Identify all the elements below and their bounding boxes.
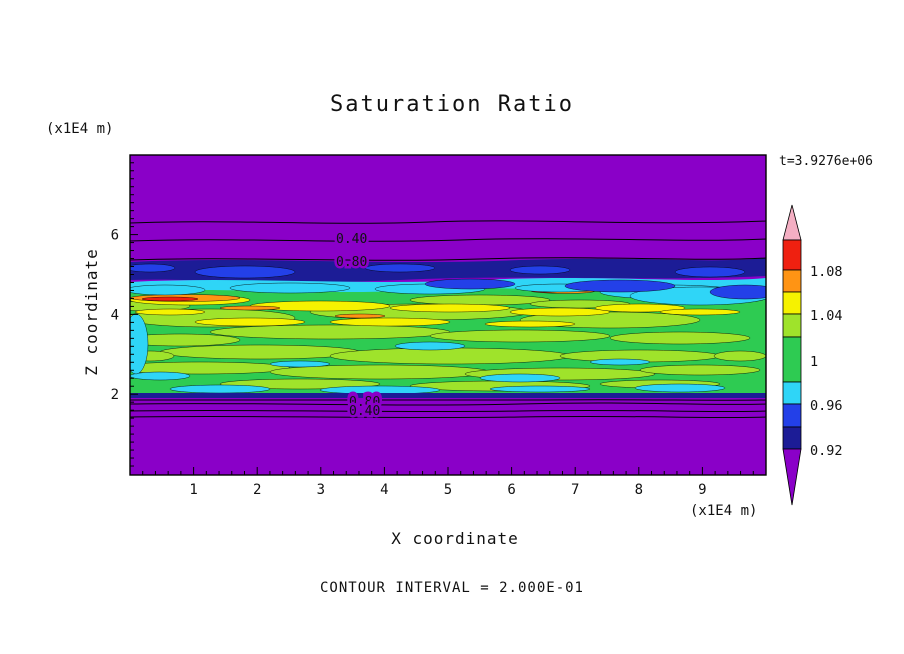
ygreen-streak: [713, 350, 766, 362]
cyan-streak: [169, 384, 271, 394]
colorbar-label: 1.08: [810, 264, 843, 280]
colorbar: 1.08 1.04 1 0.96 0.92: [782, 204, 843, 506]
colorbar-label: 1.04: [810, 308, 843, 324]
yellow-streak: [509, 307, 611, 317]
contour-line: [130, 220, 766, 224]
cyan-streak: [489, 385, 591, 393]
yellow-streak: [594, 303, 686, 313]
blue-streak: [194, 265, 296, 279]
saturation-streaks: [130, 263, 766, 395]
contour-label: 0.80: [349, 395, 380, 410]
colorbar-arrow-bottom: [782, 448, 802, 506]
z-axis-label: Z coordinate: [82, 248, 101, 376]
x-tick-label: 7: [571, 482, 579, 498]
bottom-stripe: [130, 393, 766, 398]
colorbar-label: 0.92: [810, 443, 843, 459]
blue-streak: [674, 266, 746, 278]
blue-streak: [424, 278, 516, 290]
ygreen-streak: [209, 324, 451, 340]
contour-line: [130, 402, 766, 406]
contour-label: 0.80: [336, 255, 367, 270]
contour-label: 0.40: [336, 232, 367, 247]
timestamp-label: t=3.9276e+06: [779, 154, 873, 169]
cyan-streak: [130, 313, 149, 375]
colorbar-segment: [782, 239, 802, 271]
x-tick-label: 1: [189, 482, 197, 498]
x-tick-label: 2: [253, 482, 261, 498]
cyan-streak: [634, 383, 726, 393]
colorbar-segment: [782, 291, 802, 315]
blue-streak: [509, 265, 571, 275]
yellow-streak: [484, 320, 576, 328]
cyan-streak: [479, 373, 561, 383]
z-tick-label: 4: [111, 307, 119, 323]
z-unit-label: (x1E4 m): [46, 121, 113, 137]
colorbar-segment: [782, 336, 802, 383]
yellow-streak: [329, 317, 451, 327]
z-tick-label: 2: [111, 387, 119, 403]
axis-ticks: 1 2 3 4 5 6 7 8 9 2 4 6: [111, 162, 754, 498]
contour-label: 0.20: [349, 393, 380, 408]
blue-streak: [364, 263, 436, 273]
blue-streak: [130, 263, 176, 273]
yellow-streak: [389, 303, 511, 313]
cyan-streak: [394, 341, 466, 351]
contour-line: [130, 257, 766, 261]
yellow-streak: [659, 308, 741, 316]
colorbar-label: 1: [810, 354, 818, 370]
orange-streak: [219, 305, 281, 311]
cyan-streak: [269, 360, 331, 368]
x-tick-label: 6: [507, 482, 515, 498]
contour-line: [130, 399, 766, 401]
ygreen-streak: [409, 294, 551, 306]
x-tick-label: 3: [317, 482, 325, 498]
plot-field: 0.40 0.80 0.20 0.80 0.40: [130, 155, 766, 475]
contour-line: [130, 409, 766, 413]
x-tick-label: 9: [698, 482, 706, 498]
colorbar-segment: [782, 403, 802, 428]
cyan-streak: [130, 371, 191, 381]
yellow-streak: [134, 308, 206, 316]
blue-streak: [709, 284, 766, 300]
colorbar-segment: [782, 269, 802, 293]
colorbar-segment: [782, 426, 802, 450]
colorbar-arrow-top: [782, 204, 802, 241]
orange-streak: [334, 313, 386, 319]
x-axis-label: X coordinate: [391, 529, 519, 548]
ygreen-streak: [609, 331, 751, 345]
cyan-streak: [229, 282, 351, 294]
contour-interval-label: CONTOUR INTERVAL = 2.000E-01: [320, 580, 584, 596]
ygreen-streak: [429, 329, 611, 343]
x-unit-label: (x1E4 m): [690, 503, 757, 519]
z-tick-label: 6: [111, 228, 119, 244]
ygreen-streak: [130, 333, 241, 347]
contour-line: [130, 415, 766, 419]
x-tick-label: 8: [635, 482, 643, 498]
page-title: Saturation Ratio: [330, 92, 574, 117]
x-tick-label: 5: [444, 482, 452, 498]
colorbar-label: 0.96: [810, 398, 843, 414]
ygreen-streak: [329, 347, 571, 365]
cyan-streak: [589, 358, 651, 366]
ygreen-streak: [639, 364, 761, 376]
ygreen-streak: [159, 344, 361, 360]
red-streak: [141, 296, 199, 302]
navy-band: [130, 258, 766, 283]
yellow-streak: [194, 317, 306, 327]
cyan-streak: [130, 284, 206, 296]
colorbar-segment: [782, 381, 802, 405]
colorbar-segment: [782, 313, 802, 338]
contour-label: 0.40: [349, 404, 380, 419]
blue-streak: [564, 279, 676, 293]
x-tick-label: 4: [380, 482, 388, 498]
contour-line: [130, 238, 766, 242]
